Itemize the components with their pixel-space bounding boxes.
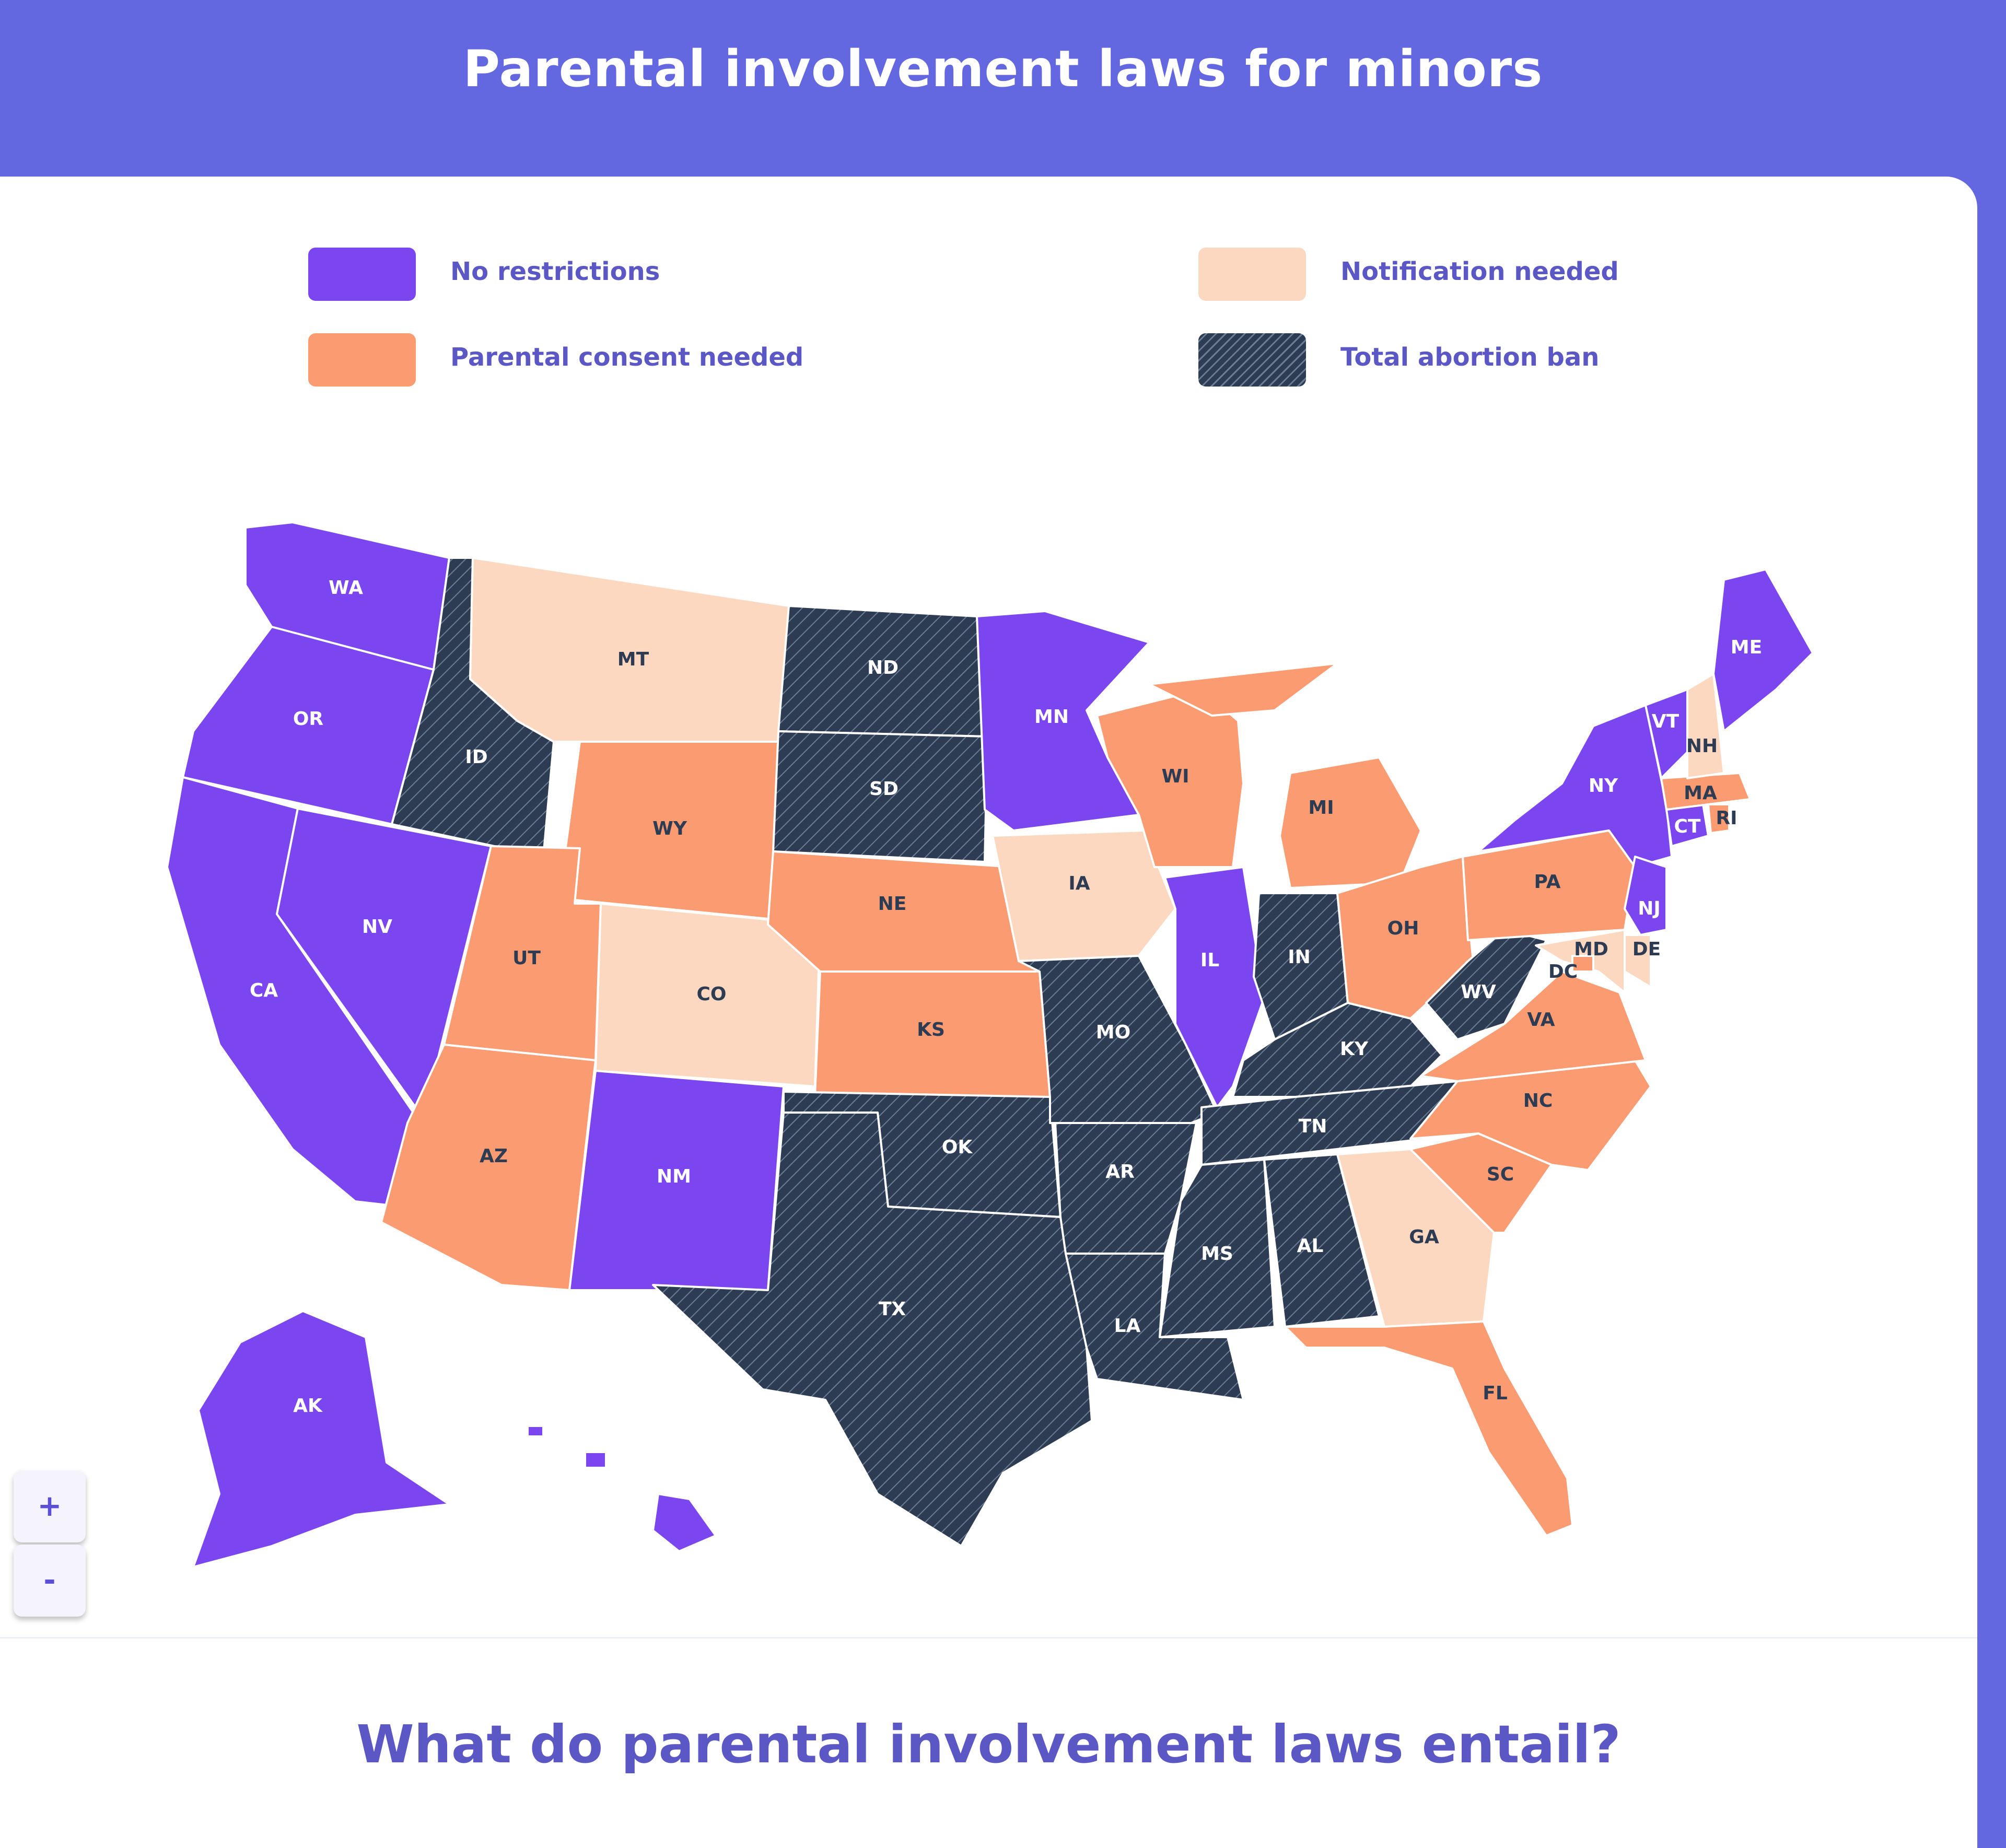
- state-label-la: LA: [1114, 1315, 1141, 1337]
- state-label-pa: PA: [1534, 871, 1561, 893]
- legend-swatch-parental-consent: [308, 333, 416, 387]
- state-ia[interactable]: [992, 829, 1176, 962]
- state-label-wv: WV: [1461, 981, 1496, 1003]
- state-label-nd: ND: [867, 657, 899, 679]
- legend-label-notification: Notification needed: [1340, 257, 1619, 286]
- state-nh[interactable]: [1686, 673, 1725, 779]
- state-label-ri: RI: [1716, 808, 1737, 829]
- state-label-il: IL: [1200, 950, 1219, 971]
- state-label-ak: AK: [293, 1395, 323, 1417]
- page-header: Parental involvement laws for minors: [0, 0, 2006, 178]
- state-label-nm: NM: [657, 1166, 691, 1187]
- state-label-mo: MO: [1096, 1022, 1130, 1043]
- state-label-mt: MT: [617, 649, 649, 670]
- state-ky[interactable]: [1232, 1002, 1443, 1098]
- state-label-hi: HI: [620, 1498, 643, 1519]
- state-label-az: AZ: [480, 1145, 508, 1167]
- state-label-nv: NV: [362, 916, 392, 938]
- state-label-mi: MI: [1308, 797, 1334, 818]
- zoom-out-button[interactable]: -: [14, 1545, 86, 1617]
- state-label-sd: SD: [869, 778, 899, 800]
- legend-label-total-ban: Total abortion ban: [1340, 343, 1600, 372]
- state-sd[interactable]: [772, 730, 988, 863]
- state-label-ok: OK: [942, 1137, 973, 1158]
- state-label-ne: NE: [878, 893, 907, 915]
- state-label-nh: NH: [1686, 735, 1718, 757]
- state-label-md: MD: [1574, 939, 1608, 960]
- state-label-nc: NC: [1523, 1090, 1553, 1112]
- zoom-in-button[interactable]: +: [14, 1470, 86, 1542]
- state-tx[interactable]: [652, 1112, 1093, 1547]
- state-label-fl: FL: [1483, 1383, 1508, 1404]
- state-label-wy: WY: [652, 818, 687, 839]
- state-nj[interactable]: [1624, 856, 1667, 936]
- state-label-ks: KS: [917, 1019, 945, 1040]
- page-title: Parental involvement laws for minors: [463, 40, 1543, 98]
- section-divider: [0, 1637, 1977, 1639]
- state-label-tn: TN: [1299, 1116, 1327, 1137]
- state-label-va: VA: [1527, 1009, 1555, 1031]
- state-label-vt: VT: [1652, 711, 1680, 732]
- legend-label-no-restrictions: No restrictions: [450, 257, 660, 286]
- state-label-id: ID: [465, 746, 487, 768]
- state-label-ky: KY: [1340, 1038, 1369, 1060]
- state-me[interactable]: [1712, 568, 1814, 732]
- state-al[interactable]: [1263, 1153, 1380, 1328]
- state-sc[interactable]: [1409, 1132, 1553, 1234]
- legend-swatch-total-ban: [1198, 333, 1306, 387]
- state-or[interactable]: [182, 626, 435, 825]
- state-ak[interactable]: [192, 1310, 450, 1568]
- state-label-al: AL: [1297, 1235, 1324, 1257]
- state-wv[interactable]: [1425, 929, 1547, 1040]
- state-label-ut: UT: [512, 948, 541, 969]
- state-label-ct: CT: [1674, 816, 1701, 837]
- state-label-ca: CA: [250, 980, 278, 1001]
- state-label-oh: OH: [1387, 918, 1419, 939]
- state-label-ms: MS: [1201, 1243, 1233, 1265]
- state-label-or: OR: [293, 708, 323, 730]
- state-label-dc: DC: [1548, 961, 1578, 983]
- state-label-mn: MN: [1034, 706, 1069, 728]
- state-label-me: ME: [1731, 637, 1762, 658]
- legend-label-parental-consent: Parental consent needed: [450, 343, 804, 372]
- state-hi[interactable]: [527, 1425, 717, 1552]
- state-label-in: IN: [1288, 946, 1311, 968]
- state-il[interactable]: [1164, 866, 1265, 1108]
- state-ri[interactable]: [1707, 803, 1730, 834]
- state-label-tx: TX: [879, 1299, 906, 1320]
- state-dc[interactable]: [1571, 955, 1594, 973]
- legend-swatch-notification: [1198, 248, 1306, 301]
- state-label-ga: GA: [1409, 1226, 1439, 1248]
- state-fl[interactable]: [1284, 1320, 1573, 1537]
- state-label-wi: WI: [1161, 766, 1189, 787]
- state-label-wa: WA: [329, 577, 363, 599]
- state-label-ma: MA: [1684, 782, 1717, 804]
- state-la[interactable]: [1065, 1253, 1244, 1401]
- legend-swatch-no-restrictions: [308, 248, 416, 301]
- state-label-co: CO: [696, 984, 726, 1005]
- state-label-ny: NY: [1589, 775, 1618, 797]
- section-heading: What do parental involvement laws entail…: [356, 1714, 1621, 1775]
- state-label-ar: AR: [1105, 1161, 1135, 1183]
- state-label-ia: IA: [1068, 873, 1090, 894]
- state-label-de: DE: [1632, 939, 1661, 960]
- state-label-sc: SC: [1487, 1164, 1514, 1185]
- state-label-nj: NJ: [1638, 898, 1661, 919]
